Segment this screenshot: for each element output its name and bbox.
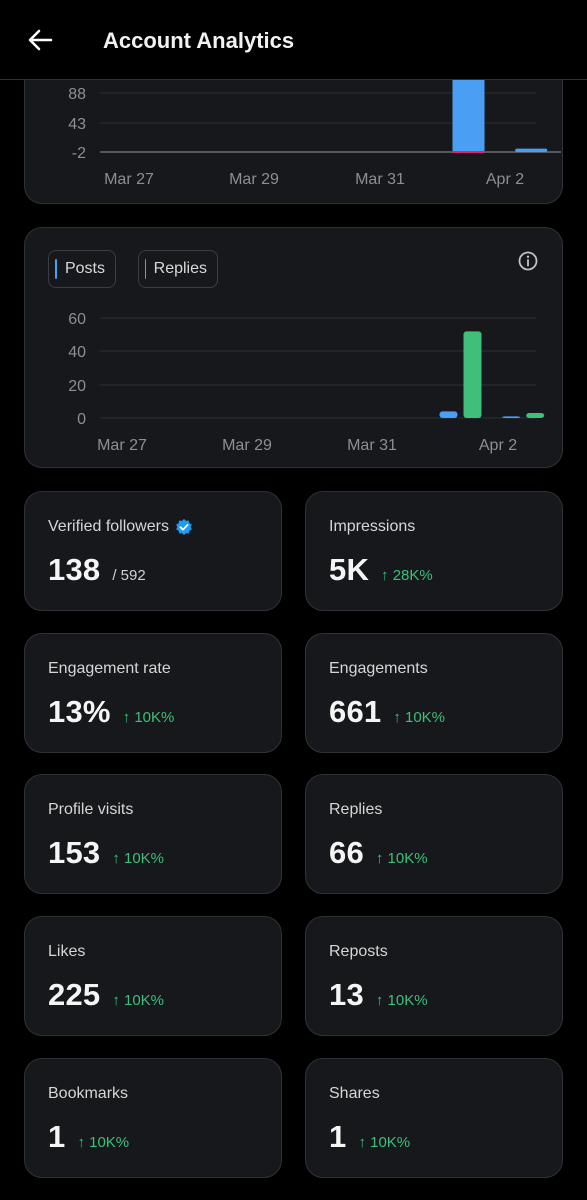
- stat-label: Profile visits: [48, 801, 134, 818]
- stat-label: Reposts: [329, 943, 388, 960]
- stat-label-row: Verified followers: [48, 518, 193, 536]
- stat-card-replies[interactable]: Replies 66 ↑ 10K%: [305, 774, 563, 894]
- stat-change: ↑ 10K%: [358, 1134, 411, 1151]
- stat-card-bookmarks[interactable]: Bookmarks 1 ↑ 10K%: [24, 1058, 282, 1178]
- stat-value-row: 13 ↑ 10K%: [329, 977, 428, 1013]
- stat-card-reposts[interactable]: Reposts 13 ↑ 10K%: [305, 916, 563, 1036]
- stat-value: 153: [48, 835, 101, 870]
- stat-value: 661: [329, 694, 382, 729]
- stat-label: Bookmarks: [48, 1085, 129, 1102]
- legend-label: Replies: [153, 260, 207, 277]
- stat-label: Verified followers: [48, 518, 169, 535]
- stat-value-row: 13% ↑ 10K%: [48, 694, 174, 730]
- stat-value-row: 138 / 592: [48, 552, 146, 588]
- stat-value-row: 1 ↑ 10K%: [329, 1119, 410, 1155]
- stat-value: 13%: [48, 694, 111, 729]
- arrow-left-icon: [28, 29, 53, 51]
- stat-change: ↑ 10K%: [112, 850, 165, 867]
- stat-value: 138: [48, 552, 101, 587]
- back-button[interactable]: [22, 24, 58, 56]
- replies-swatch: [145, 259, 146, 279]
- y-tick: -2: [72, 145, 86, 162]
- bar-posts: [439, 411, 458, 418]
- stat-card-engagements[interactable]: Engagements 661 ↑ 10K%: [305, 633, 563, 753]
- stat-value-row: 5K ↑ 28K%: [329, 552, 433, 588]
- stat-value-row: 1 ↑ 10K%: [48, 1119, 129, 1155]
- bar-replies: [463, 331, 482, 418]
- y-tick: 20: [68, 378, 86, 395]
- bar: [515, 148, 548, 152]
- bar-replies: [526, 413, 545, 418]
- y-tick: 0: [77, 411, 86, 428]
- stat-total: / 592: [112, 567, 146, 584]
- stat-card-profile-visits[interactable]: Profile visits 153 ↑ 10K%: [24, 774, 282, 894]
- stat-card-engagement-rate[interactable]: Engagement rate 13% ↑ 10K%: [24, 633, 282, 753]
- stat-card-shares[interactable]: Shares 1 ↑ 10K%: [305, 1058, 563, 1178]
- stat-value-row: 661 ↑ 10K%: [329, 694, 445, 730]
- stat-value: 66: [329, 835, 364, 870]
- top-app-bar: Account Analytics: [0, 0, 587, 80]
- page-title: Account Analytics: [103, 28, 295, 53]
- stat-label: Likes: [48, 943, 86, 960]
- stat-label: Impressions: [329, 518, 416, 535]
- legend-label: Posts: [64, 260, 105, 277]
- y-tick: 88: [68, 86, 86, 103]
- stat-value-row: 225 ↑ 10K%: [48, 977, 164, 1013]
- impressions-chart-card: 88 43 -2 Mar 27 Mar 29 Mar 31 Apr 2: [24, 59, 563, 204]
- stat-value: 5K: [329, 552, 370, 587]
- x-tick: Apr 2: [479, 437, 517, 454]
- stat-change: ↑ 10K%: [112, 992, 165, 1009]
- posts-swatch: [55, 259, 57, 279]
- y-tick: 60: [68, 311, 86, 328]
- activity-chart: 60 40 20 0 Mar 27 Mar 29 Mar 31 Apr 2: [68, 311, 545, 454]
- legend-replies[interactable]: Replies: [138, 250, 218, 288]
- y-tick: 43: [68, 116, 86, 133]
- verified-badge-icon: [176, 518, 192, 536]
- x-tick: Mar 29: [229, 171, 279, 188]
- x-tick: Mar 31: [355, 171, 405, 188]
- stat-value: 225: [48, 977, 101, 1012]
- stat-change: ↑ 10K%: [122, 709, 175, 726]
- x-tick: Apr 2: [486, 171, 524, 188]
- stat-change: ↑ 10K%: [375, 850, 428, 867]
- stat-change: ↑ 10K%: [375, 992, 428, 1009]
- stat-label: Shares: [329, 1085, 380, 1102]
- stat-label: Replies: [329, 801, 383, 818]
- legend-posts[interactable]: Posts: [48, 250, 116, 288]
- stat-value-row: 66 ↑ 10K%: [329, 835, 428, 871]
- stat-change: ↑ 10K%: [393, 709, 446, 726]
- x-tick: Mar 31: [347, 437, 397, 454]
- stat-value-row: 153 ↑ 10K%: [48, 835, 164, 871]
- x-tick: Mar 27: [97, 437, 147, 454]
- stat-card-verified-followers[interactable]: Verified followers 138 / 592: [24, 491, 282, 611]
- bar: [452, 59, 485, 152]
- stat-value: 1: [329, 1119, 347, 1154]
- stat-change: ↑ 28K%: [381, 567, 433, 584]
- y-tick: 40: [68, 344, 86, 361]
- x-tick: Mar 27: [104, 171, 154, 188]
- info-icon[interactable]: [517, 250, 539, 272]
- activity-chart-card: Posts Replies 60 40 20 0 Mar 27 Mar 29 M…: [24, 227, 563, 468]
- stat-value: 13: [329, 977, 364, 1012]
- stat-label: Engagement rate: [48, 660, 171, 677]
- stat-change: ↑ 10K%: [77, 1134, 130, 1151]
- stat-value: 1: [48, 1119, 66, 1154]
- stat-label: Engagements: [329, 660, 428, 677]
- impressions-chart: 88 43 -2 Mar 27 Mar 29 Mar 31 Apr 2: [68, 59, 561, 188]
- stat-card-impressions[interactable]: Impressions 5K ↑ 28K%: [305, 491, 563, 611]
- bar-marker: [452, 151, 485, 153]
- bar-posts: [502, 416, 521, 418]
- stat-card-likes[interactable]: Likes 225 ↑ 10K%: [24, 916, 282, 1036]
- x-tick: Mar 29: [222, 437, 272, 454]
